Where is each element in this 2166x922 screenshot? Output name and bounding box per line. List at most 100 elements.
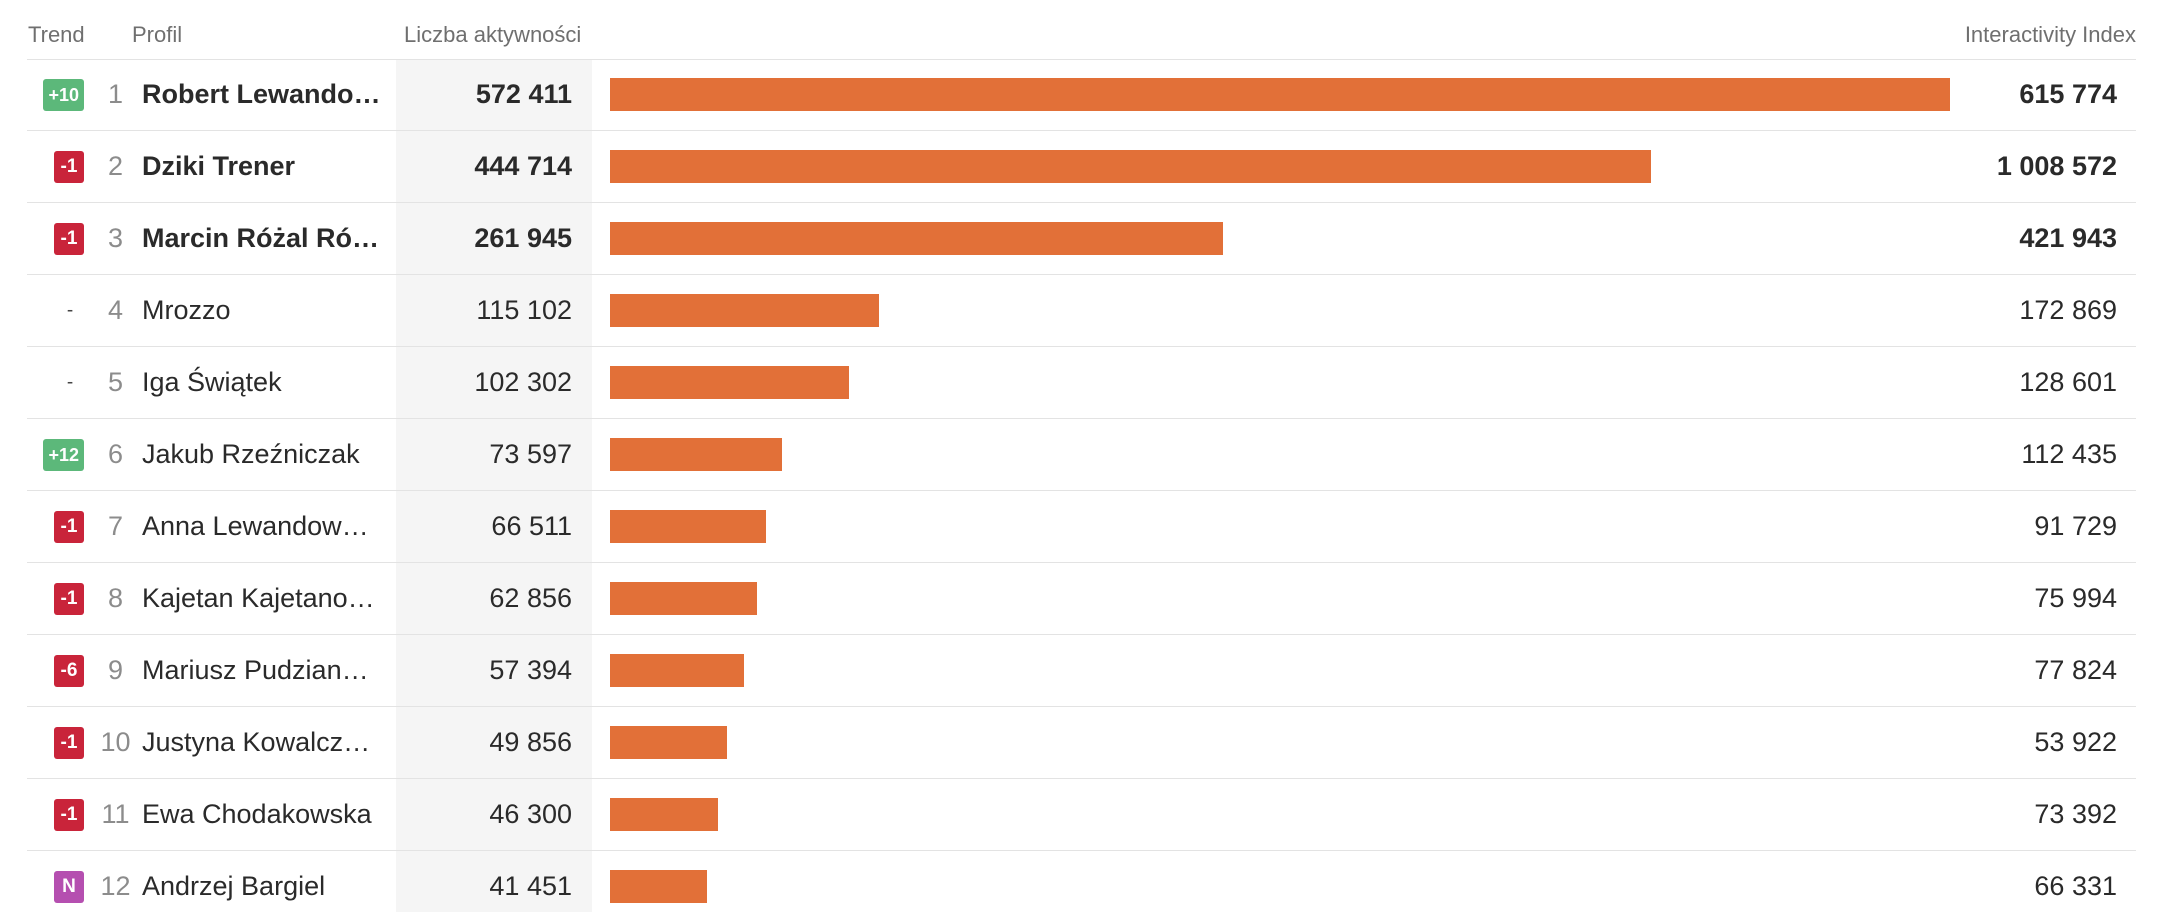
table-row[interactable]: -1 10 Justyna Kowalczyk… 49 856 53 922 (27, 707, 2136, 779)
header-activity-count[interactable]: Liczba aktywności (404, 22, 582, 47)
rank-number: 9 (107, 655, 124, 685)
activity-bar (610, 366, 849, 399)
activity-count: 49 856 (489, 727, 572, 757)
trend-badge: +10 (43, 78, 84, 111)
trend-badge: -1 (54, 726, 84, 759)
trend-cell: - (27, 347, 84, 418)
table-header: Trend Profil Liczba aktywności Interacti… (27, 0, 2136, 60)
activity-count: 73 597 (489, 439, 572, 469)
trend-badge: - (66, 371, 74, 393)
table-row[interactable]: - 5 Iga Świątek 102 302 128 601 (27, 347, 2136, 419)
activity-bar (610, 510, 766, 543)
profile-name[interactable]: Marcin Różal Róża… (142, 223, 382, 253)
activity-count: 102 302 (474, 367, 572, 397)
profile-name[interactable]: Dziki Trener (142, 151, 296, 181)
profile-name[interactable]: Iga Świątek (142, 367, 282, 397)
header-trend[interactable]: Trend (28, 22, 85, 47)
table-row[interactable]: -6 9 Mariusz Pudziano… 57 394 77 824 (27, 635, 2136, 707)
profile-name[interactable]: Ewa Chodakowska (142, 799, 372, 829)
header-profil[interactable]: Profil (132, 22, 183, 47)
rank-number: 12 (100, 871, 131, 901)
table-row[interactable]: -1 8 Kajetan Kajetanow… 62 856 75 994 (27, 563, 2136, 635)
activity-bar (610, 726, 727, 759)
profile-name[interactable]: Mariusz Pudziano… (142, 655, 382, 685)
rank-number: 11 (101, 799, 130, 829)
profile-name[interactable]: Anna Lewandowska (142, 511, 382, 541)
activity-bar (610, 654, 744, 687)
table-row[interactable]: -1 2 Dziki Trener 444 714 1 008 572 (27, 131, 2136, 203)
profile-name[interactable]: Justyna Kowalczyk… (142, 727, 382, 757)
interactivity-index: 77 824 (2034, 655, 2117, 685)
interactivity-index: 128 601 (2019, 367, 2117, 397)
trend-badge: -1 (54, 222, 84, 255)
interactivity-index: 172 869 (2019, 295, 2117, 325)
table-row[interactable]: -1 11 Ewa Chodakowska 46 300 73 392 (27, 779, 2136, 851)
trend-cell: -1 (27, 131, 84, 202)
activity-count: 261 945 (474, 223, 572, 253)
interactivity-index: 91 729 (2034, 511, 2117, 541)
trend-cell: - (27, 275, 84, 346)
rank-number: 7 (107, 511, 124, 541)
activity-bar (610, 582, 757, 615)
profile-name[interactable]: Jakub Rzeźniczak (142, 439, 360, 469)
rank-number: 10 (100, 727, 131, 757)
rank-number: 3 (107, 223, 124, 253)
trend-badge: -1 (54, 582, 84, 615)
profile-name[interactable]: Kajetan Kajetanow… (142, 583, 382, 613)
trend-badge: +12 (43, 438, 84, 471)
activity-bar (610, 222, 1223, 255)
interactivity-index: 53 922 (2034, 727, 2117, 757)
rank-number: 1 (107, 79, 124, 109)
activity-bar (610, 78, 1950, 111)
interactivity-index: 421 943 (2019, 223, 2117, 253)
count-column-shading (396, 59, 592, 912)
activity-bar (610, 294, 879, 327)
trend-cell: -1 (27, 563, 84, 634)
activity-count: 46 300 (489, 799, 572, 829)
table-row[interactable]: +12 6 Jakub Rzeźniczak 73 597 112 435 (27, 419, 2136, 491)
rank-number: 4 (107, 295, 124, 325)
trend-cell: -1 (27, 707, 84, 778)
activity-bar (610, 438, 782, 471)
rank-number: 6 (107, 439, 124, 469)
table-row[interactable]: -1 7 Anna Lewandowska 66 511 91 729 (27, 491, 2136, 563)
profile-name[interactable]: Mrozzo (142, 295, 231, 325)
activity-count: 66 511 (491, 511, 572, 541)
header-interactivity-index[interactable]: Interactivity Index (1964, 22, 2136, 47)
interactivity-index: 1 008 572 (1996, 151, 2117, 181)
trend-badge: -1 (54, 798, 84, 831)
activity-count: 115 102 (476, 295, 572, 325)
rank-number: 8 (107, 583, 124, 613)
interactivity-index: 75 994 (2034, 583, 2117, 613)
interactivity-index: 73 392 (2034, 799, 2117, 829)
trend-badge: -6 (54, 654, 84, 687)
trend-badge: - (66, 299, 74, 321)
table-row[interactable]: N 12 Andrzej Bargiel 41 451 66 331 (27, 851, 2136, 922)
activity-bar (610, 798, 718, 831)
rank-number: 5 (107, 367, 124, 397)
trend-badge: -1 (54, 150, 84, 183)
interactivity-index: 112 435 (2021, 439, 2117, 469)
activity-count: 62 856 (489, 583, 572, 613)
trend-badge: N (54, 870, 84, 903)
trend-badge: -1 (54, 510, 84, 543)
interactivity-index: 66 331 (2034, 871, 2117, 901)
trend-cell: +12 (27, 419, 84, 490)
interactivity-index: 615 774 (2019, 79, 2117, 109)
activity-count: 57 394 (489, 655, 572, 685)
profile-name[interactable]: Andrzej Bargiel (142, 871, 326, 901)
trend-cell: -1 (27, 491, 84, 562)
activity-count: 41 451 (489, 871, 572, 901)
profile-name[interactable]: Robert Lewandow… (142, 79, 382, 109)
table-row[interactable]: +10 1 Robert Lewandow… 572 411 615 774 (27, 59, 2136, 131)
trend-cell: -6 (27, 635, 84, 706)
activity-count: 444 714 (474, 151, 572, 181)
rank-number: 2 (107, 151, 124, 181)
trend-cell: N (27, 851, 84, 922)
table-row[interactable]: -1 3 Marcin Różal Róża… 261 945 421 943 (27, 203, 2136, 275)
trend-cell: -1 (27, 203, 84, 274)
trend-cell: -1 (27, 779, 84, 850)
activity-bar (610, 150, 1651, 183)
table-row[interactable]: - 4 Mrozzo 115 102 172 869 (27, 275, 2136, 347)
activity-bar (610, 870, 707, 903)
